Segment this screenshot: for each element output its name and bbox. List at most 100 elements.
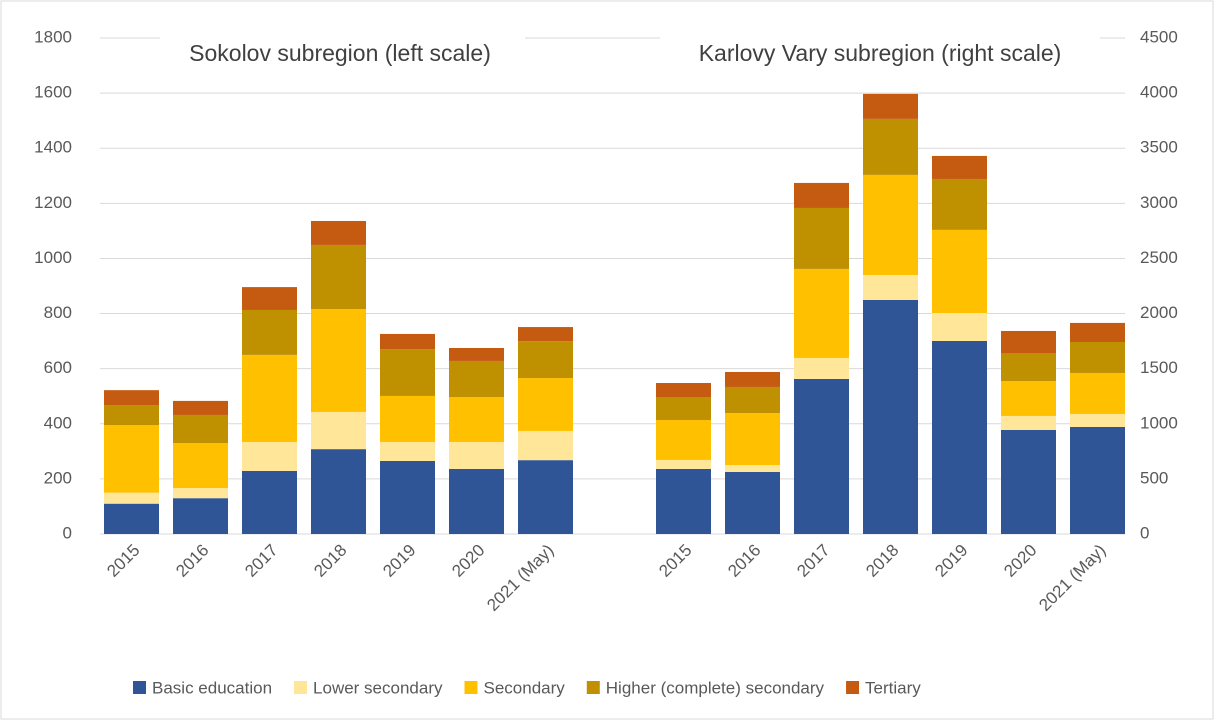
bar-segment <box>1001 330 1056 354</box>
y-tick-label: 1400 <box>34 138 72 157</box>
bar-segment <box>518 378 573 431</box>
bar-segment <box>794 182 849 208</box>
bar-segment <box>104 390 159 406</box>
bar-segment <box>311 411 366 450</box>
bar-segment <box>794 378 849 534</box>
y-tick-label: 200 <box>44 468 72 487</box>
bar-segment <box>449 360 504 398</box>
bar-segment <box>311 309 366 412</box>
bar-segment <box>104 492 159 504</box>
bar-segment <box>794 207 849 269</box>
bar-segment <box>656 459 711 469</box>
bar-segment <box>380 333 435 350</box>
bar-segment <box>104 405 159 426</box>
title-bg <box>160 28 525 52</box>
y2-tick-label: 3500 <box>1140 138 1178 157</box>
bar-segment <box>794 357 849 379</box>
bar-segment <box>1001 429 1056 534</box>
bar-segment <box>311 449 366 534</box>
y-tick-label: 400 <box>44 413 72 432</box>
legend-swatch <box>846 681 860 694</box>
bar-segment <box>932 341 987 534</box>
bar-segment <box>1070 322 1125 342</box>
panel-title: Karlovy Vary subregion (right scale) <box>699 40 1062 66</box>
y2-tick-label: 4500 <box>1140 27 1178 46</box>
bar-segment <box>104 425 159 493</box>
y-tick-label: 1000 <box>34 248 72 267</box>
bar-segment <box>449 397 504 442</box>
y2-tick-label: 4000 <box>1140 83 1178 102</box>
legend-label: Lower secondary <box>313 678 443 697</box>
bar-segment <box>725 412 780 466</box>
bar-segment <box>1001 415 1056 430</box>
legend-swatch <box>464 681 478 694</box>
bar-segment <box>656 382 711 397</box>
bar-segment <box>449 441 504 469</box>
y-tick-label: 800 <box>44 303 72 322</box>
panel-title: Sokolov subregion (left scale) <box>189 40 491 66</box>
y-tick-label: 0 <box>63 523 72 542</box>
y2-tick-label: 500 <box>1140 468 1168 487</box>
bar-segment <box>518 430 573 461</box>
bar-segment <box>173 487 228 499</box>
bar-segment <box>311 244 366 310</box>
bar-segment <box>242 470 297 534</box>
bar-segment <box>1001 381 1056 416</box>
legend-label: Higher (complete) secondary <box>606 678 825 697</box>
bar-segment <box>932 229 987 314</box>
bar-segment <box>863 274 918 300</box>
title-bg <box>660 28 1100 52</box>
bar-segment <box>863 299 918 534</box>
bar-segment <box>104 503 159 534</box>
bar-segment <box>863 174 918 275</box>
y2-tick-label: 0 <box>1140 523 1149 542</box>
y2-tick-label: 1000 <box>1140 413 1178 432</box>
bar-segment <box>1070 372 1125 414</box>
bar-segment <box>173 400 228 415</box>
bar-segment <box>311 220 366 245</box>
y-tick-label: 1600 <box>34 83 72 102</box>
bar-segment <box>932 313 987 342</box>
bar-segment <box>794 268 849 358</box>
y2-tick-label: 2000 <box>1140 303 1178 322</box>
legend-label: Basic education <box>152 678 272 697</box>
bar-segment <box>449 348 504 361</box>
y2-tick-label: 1500 <box>1140 358 1178 377</box>
bar-segment <box>725 465 780 472</box>
legend-swatch <box>586 681 600 694</box>
bar-segment <box>380 441 435 461</box>
bar-segment <box>518 460 573 534</box>
bar-segment <box>932 155 987 179</box>
legend-label: Secondary <box>484 678 566 697</box>
bar-segment <box>242 441 297 471</box>
bar-segment <box>1001 353 1056 382</box>
legend-swatch <box>294 681 308 694</box>
bar-segment <box>863 93 918 119</box>
bar-segment <box>1070 426 1125 534</box>
legend-label: Tertiary <box>865 678 921 697</box>
bar-segment <box>725 371 780 387</box>
bar-segment <box>380 460 435 534</box>
bar-segment <box>656 420 711 460</box>
bar-segment <box>656 468 711 534</box>
bar-segment <box>242 287 297 310</box>
bar-segment <box>932 178 987 230</box>
bar-segment <box>173 443 228 488</box>
legend-swatch <box>133 681 146 694</box>
bar-segment <box>380 349 435 396</box>
bar-segment <box>725 386 780 413</box>
bar-segment <box>518 327 573 342</box>
bar-segment <box>1070 413 1125 427</box>
y2-tick-label: 3000 <box>1140 193 1178 212</box>
bar-segment <box>242 354 297 442</box>
bar-segment <box>173 414 228 444</box>
bar-segment <box>449 468 504 534</box>
bar-segment <box>242 309 297 355</box>
y-tick-label: 600 <box>44 358 72 377</box>
bar-segment <box>725 471 780 534</box>
bar-segment <box>1070 341 1125 373</box>
y2-tick-label: 2500 <box>1140 248 1178 267</box>
bar-segment <box>656 396 711 421</box>
bar-segment <box>173 498 228 534</box>
